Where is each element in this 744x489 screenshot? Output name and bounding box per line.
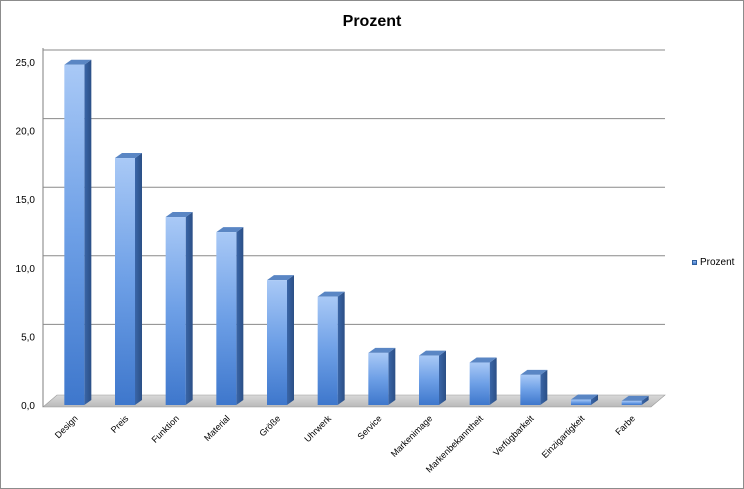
x-tick-label: Verfügbarkeit	[491, 413, 536, 458]
bar	[469, 357, 497, 405]
bar	[520, 369, 548, 405]
x-tick-label: Service	[355, 413, 383, 441]
bar-side	[540, 369, 548, 405]
bar-side	[337, 291, 345, 405]
bar-side	[388, 347, 396, 405]
bar	[267, 275, 294, 405]
bar	[216, 227, 244, 405]
bar-top	[317, 291, 345, 297]
bar	[419, 350, 446, 405]
bar-side	[236, 227, 244, 405]
bar	[64, 59, 92, 406]
x-tick-label: Markenimage	[389, 413, 435, 459]
bar-front	[621, 400, 642, 405]
x-tick-label: Einzigartigkeit	[540, 413, 587, 460]
bar-top	[571, 394, 598, 400]
bar-side	[439, 350, 446, 405]
bars	[64, 59, 649, 406]
bar-side	[489, 357, 497, 405]
x-tick-label: Preis	[109, 413, 131, 435]
bar-top	[368, 347, 396, 353]
y-tick-label: 25,0	[16, 58, 36, 69]
bar	[368, 347, 396, 405]
legend: Prozent	[692, 257, 734, 268]
bar-front	[64, 64, 85, 405]
bar-top	[419, 350, 446, 356]
bar-side	[641, 395, 649, 405]
bar-front	[267, 280, 287, 405]
bar	[571, 394, 598, 405]
y-tick-label: 5,0	[21, 332, 35, 343]
x-tick-label: Farbe	[613, 413, 637, 437]
bar-front	[368, 352, 389, 405]
x-tick-label: Uhrwerk	[302, 413, 333, 444]
x-axis-tick-labels: Design Preis Funktion Material Größe Uhrwerk S…	[53, 413, 637, 475]
x-tick-label: Funktion	[150, 413, 181, 444]
legend-swatch	[692, 260, 697, 265]
bar-front	[317, 296, 338, 405]
floor-plane	[42, 394, 666, 408]
y-tick-label: 20,0	[16, 127, 36, 138]
x-tick-label: Größe	[257, 413, 282, 438]
grid-lines	[42, 48, 665, 407]
bar-front	[571, 399, 591, 405]
bar	[115, 153, 142, 405]
bar-side	[135, 153, 142, 405]
bar-top	[115, 153, 142, 159]
chart-title: Prozent	[342, 13, 402, 30]
x-tick-label: Markenbekanntheit	[424, 413, 486, 475]
bar	[165, 212, 193, 405]
bar-front	[419, 355, 439, 405]
bar-top	[520, 369, 548, 375]
bar-front	[520, 374, 541, 405]
bar-side	[591, 394, 598, 405]
bar-top	[469, 357, 497, 363]
bar-side	[185, 212, 193, 405]
chart-floor	[42, 394, 666, 408]
bar-front	[165, 217, 186, 405]
bar-front	[469, 362, 490, 405]
x-tick-label: Design	[53, 413, 80, 440]
bar-top	[267, 275, 294, 281]
bar-front	[216, 232, 237, 405]
bar-front	[115, 158, 135, 405]
bar	[621, 395, 649, 405]
y-axis-tick-labels: 0,0 5,0 10,0 15,0 20,0 25,0	[16, 58, 36, 412]
y-tick-label: 0,0	[21, 401, 35, 412]
x-tick-label: Material	[202, 413, 232, 443]
bar	[317, 291, 345, 405]
bar-top	[216, 227, 244, 233]
bar-top	[165, 212, 193, 218]
bar-side	[287, 275, 294, 405]
bar-top	[64, 59, 92, 65]
y-tick-label: 10,0	[16, 264, 36, 275]
y-tick-label: 15,0	[16, 195, 36, 206]
bar-side	[84, 59, 92, 406]
bar-top	[621, 395, 649, 401]
legend-label: Prozent	[700, 257, 735, 268]
